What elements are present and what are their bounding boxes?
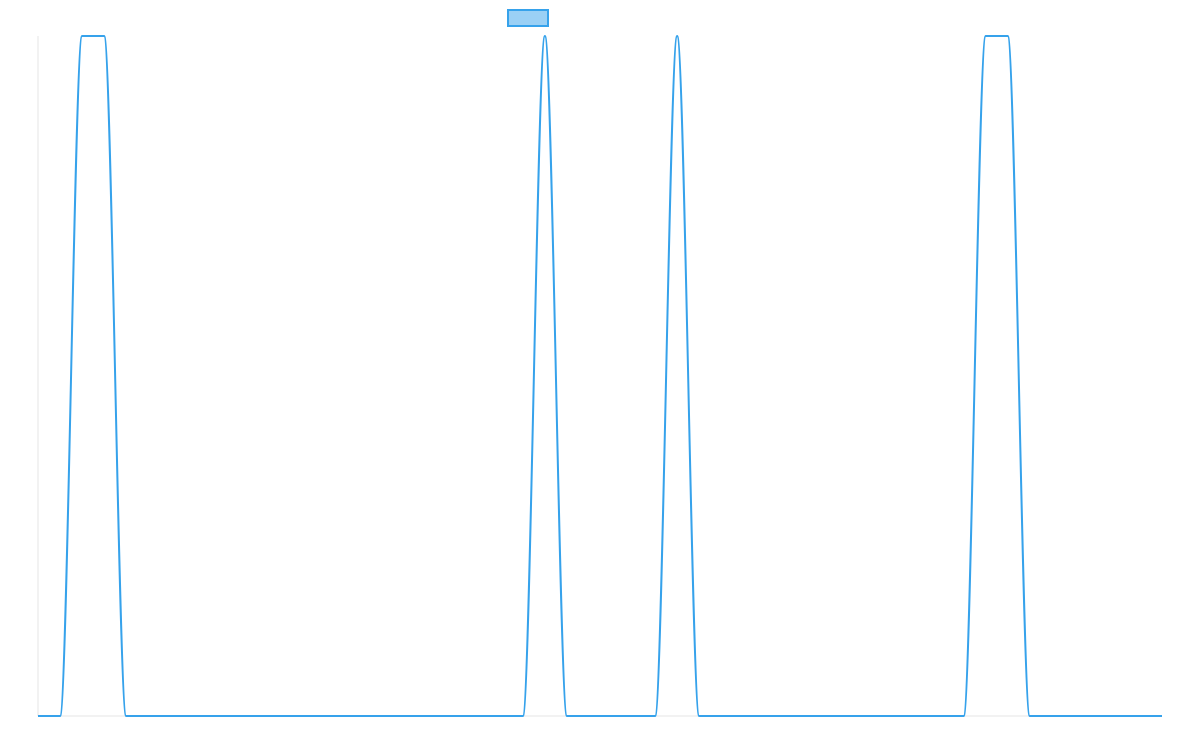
series-line-0	[38, 35, 1162, 717]
legend-swatch-0	[507, 9, 549, 27]
